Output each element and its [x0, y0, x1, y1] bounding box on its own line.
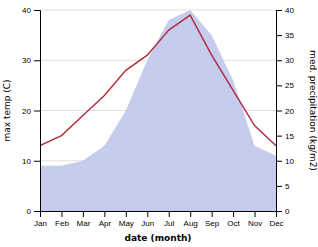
tick: Aug	[184, 211, 198, 228]
tick-label: 40	[285, 6, 294, 15]
tick-label: 15	[285, 132, 294, 141]
tick-mark	[34, 111, 40, 112]
tick: 30	[276, 56, 294, 65]
tick-label: 20	[285, 107, 294, 116]
x-axis-title: date (month)	[125, 233, 192, 243]
tick-label: 0	[27, 207, 32, 216]
tick-label: 40	[22, 6, 31, 15]
tick-label: 10	[22, 157, 31, 166]
x-axis: Jan Feb Mar Apr May Jun Jul Aug Sep Oct Nov Dec	[34, 211, 284, 228]
tick-mark	[34, 10, 40, 11]
axis-line	[34, 11, 41, 212]
tick-label: May	[119, 219, 134, 228]
tick: 0	[276, 207, 290, 216]
tick: Apr	[99, 211, 112, 228]
tick-label: 30	[285, 56, 294, 65]
tick: Dec	[269, 211, 283, 228]
tick: 40	[276, 6, 294, 15]
tick-label: Oct	[227, 219, 240, 228]
tick: 20	[276, 107, 294, 116]
tick-label: 0	[285, 207, 290, 216]
tick-mark	[276, 35, 282, 36]
axis-line	[41, 212, 277, 218]
tick-label: 30	[22, 56, 31, 65]
tick-mark	[169, 211, 170, 217]
grid	[40, 10, 276, 211]
tick-label: 5	[285, 182, 290, 191]
tick-label: Dec	[269, 219, 283, 228]
tick-mark	[61, 211, 62, 217]
tick-mark	[104, 211, 105, 217]
tick: 15	[276, 132, 294, 141]
tick-label: Mar	[77, 219, 91, 228]
tick: 10	[22, 157, 40, 166]
tick: Mar	[77, 211, 91, 228]
tick-mark	[276, 60, 282, 61]
tick-mark	[255, 211, 256, 217]
y-axis-title: max temp (C)	[2, 79, 12, 141]
tick: May	[119, 211, 134, 228]
tick: 40	[22, 6, 40, 15]
tick: 0	[27, 207, 40, 216]
tick-mark	[276, 136, 282, 137]
chart: JanFebMarAprMayJunJulAugSepOctNovDec0102…	[0, 0, 318, 247]
tick: 30	[22, 56, 40, 65]
tick-mark	[212, 211, 213, 217]
tick-mark	[276, 111, 282, 112]
marks	[40, 10, 276, 211]
area	[40, 10, 276, 211]
tick-mark	[34, 161, 40, 162]
tick: 20	[22, 107, 40, 116]
tick-mark	[276, 85, 282, 86]
tick-label: Sep	[205, 219, 220, 228]
tick-label: Jul	[164, 219, 174, 228]
tick-label: Jan	[34, 219, 47, 228]
tick: Jun	[141, 211, 154, 228]
tick: 10	[276, 157, 294, 166]
y2-axis-title: med. precipitation (kg/m2)	[308, 50, 318, 171]
tick-mark	[276, 161, 282, 162]
grid-line	[40, 10, 276, 11]
line	[40, 15, 276, 146]
tick: 5	[276, 182, 290, 191]
tick-label: Nov	[248, 219, 262, 228]
tick-mark	[34, 60, 40, 61]
tick-label: Feb	[55, 219, 69, 228]
tick-mark	[276, 186, 282, 187]
tick-label: Apr	[99, 219, 112, 228]
tick-label: Aug	[184, 219, 198, 228]
tick-mark	[276, 211, 282, 212]
tick-label: 10	[285, 157, 294, 166]
tick: 25	[276, 81, 294, 90]
tick: Jan	[34, 211, 47, 228]
tick-mark	[34, 211, 40, 212]
tick: Feb	[55, 211, 69, 228]
tick-mark	[147, 211, 148, 217]
tick-label: 25	[285, 81, 294, 90]
tick-mark	[190, 211, 191, 217]
plot: JanFebMarAprMayJunJulAugSepOctNovDec0102…	[22, 6, 294, 228]
y2-axis: 0 5 10 15 20 25 30 35 40	[276, 6, 294, 216]
tick: 35	[276, 31, 294, 40]
tick-mark	[126, 211, 127, 217]
axis-line	[277, 11, 283, 212]
tick: Nov	[248, 211, 262, 228]
tick-mark	[233, 211, 234, 217]
y-axis: 0 10 20 30 40	[22, 6, 40, 216]
tick: Sep	[205, 211, 220, 228]
tick: Oct	[227, 211, 240, 228]
tick-label: Jun	[141, 219, 154, 228]
tick: Jul	[164, 211, 174, 228]
tick-label: 20	[22, 107, 31, 116]
tick-mark	[276, 10, 282, 11]
tick-mark	[83, 211, 84, 217]
tick-label: 35	[285, 31, 294, 40]
